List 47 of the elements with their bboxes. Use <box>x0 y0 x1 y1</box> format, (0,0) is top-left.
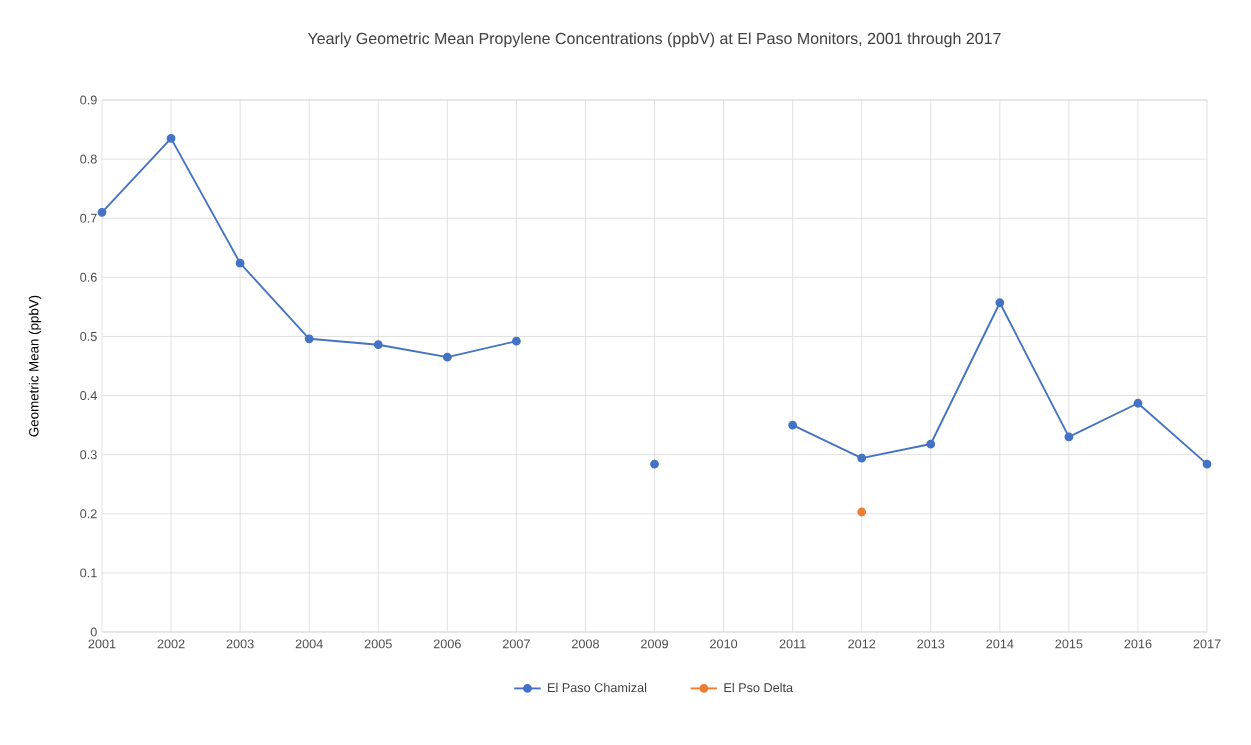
point <box>235 258 245 268</box>
x-tick-label: 2003 <box>226 639 254 649</box>
chart-title: Yearly Geometric Mean Propylene Concentrations (ppbV) at El Paso Monitors, 2001 through 2017 <box>307 32 1001 48</box>
point <box>857 507 867 517</box>
point <box>166 134 176 143</box>
x-tick-label: 2007 <box>502 639 530 649</box>
point <box>788 420 798 430</box>
x-tick-label: 2012 <box>848 639 876 649</box>
point <box>304 334 314 344</box>
x-tick-label: 2001 <box>88 639 116 649</box>
x-tick-label: 2010 <box>710 639 738 649</box>
point <box>650 459 659 469</box>
point <box>995 298 1005 308</box>
legend-label: El Paso Chamizal <box>548 682 647 693</box>
x-tick-label: 2015 <box>1055 639 1083 649</box>
point <box>511 336 521 346</box>
legend-label: El Pso Delta <box>724 682 794 693</box>
x-tick-label: 2009 <box>641 639 668 649</box>
x-tick-label: 2005 <box>364 639 392 649</box>
point <box>1064 432 1074 442</box>
y-tick-label: 0.7 <box>80 213 97 223</box>
y-tick-label: 0.1 <box>80 568 97 578</box>
point <box>1202 459 1212 469</box>
x-tick-label: 2004 <box>295 639 323 649</box>
x-tick-label: 2008 <box>571 639 599 649</box>
y-tick-label: 0.3 <box>80 450 97 460</box>
point <box>442 352 452 362</box>
y-tick-label: 0.8 <box>80 154 97 164</box>
point <box>373 340 383 350</box>
point <box>857 453 867 463</box>
x-tick-label: 2013 <box>917 639 945 649</box>
x-tick-label: 2006 <box>433 639 461 649</box>
y-tick-label: 0 <box>90 627 97 637</box>
y-tick-label: 0.4 <box>80 391 97 401</box>
y-tick-label: 0.9 <box>80 95 97 105</box>
y-tick-label: 0.6 <box>80 272 97 282</box>
point <box>926 439 936 449</box>
y-tick-label: 0.2 <box>80 509 97 519</box>
y-axis-title: Geometric Mean (ppbV) <box>28 295 42 437</box>
y-tick-label: 0.5 <box>80 331 97 341</box>
x-tick-label: 2017 <box>1193 639 1221 649</box>
x-tick-label: 2016 <box>1124 639 1152 649</box>
x-tick-label: 2002 <box>157 639 185 649</box>
point <box>97 207 107 217</box>
point <box>1133 398 1143 408</box>
x-tick-label: 2011 <box>779 639 806 649</box>
x-tick-label: 2014 <box>986 639 1014 649</box>
